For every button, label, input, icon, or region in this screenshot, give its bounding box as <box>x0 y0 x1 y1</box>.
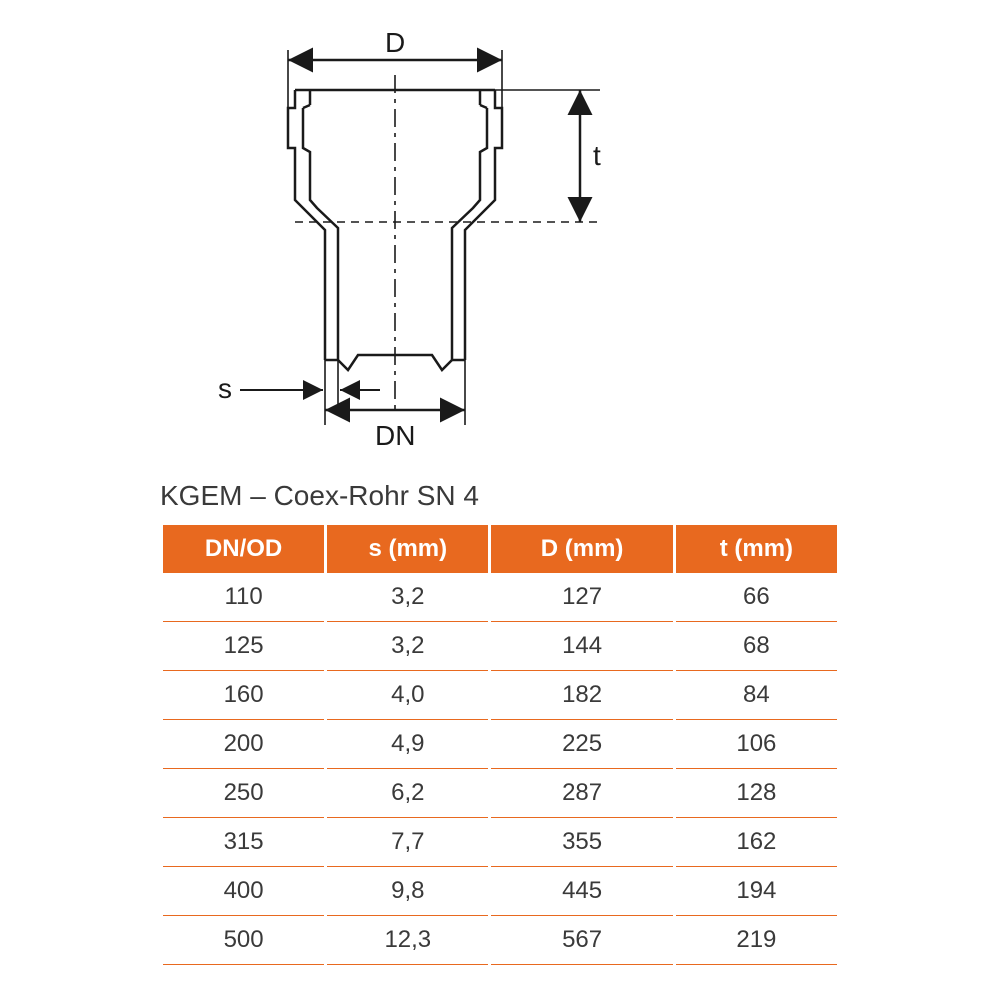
table-cell: 144 <box>491 622 672 671</box>
table-cell: 400 <box>163 867 324 916</box>
dim-label-s: s <box>218 373 232 404</box>
table-body: 1103,2127661253,2144681604,0182842004,92… <box>163 573 837 965</box>
table-cell: 500 <box>163 916 324 965</box>
table-header-cell: t (mm) <box>676 525 837 573</box>
table-cell: 287 <box>491 769 672 818</box>
spec-table: DN/ODs (mm)D (mm)t (mm) 1103,2127661253,… <box>160 525 840 965</box>
table-cell: 110 <box>163 573 324 622</box>
table-cell: 68 <box>676 622 837 671</box>
table-cell: 6,2 <box>327 769 488 818</box>
table-cell: 182 <box>491 671 672 720</box>
table-header-cell: D (mm) <box>491 525 672 573</box>
table-cell: 125 <box>163 622 324 671</box>
table-cell: 12,3 <box>327 916 488 965</box>
table-cell: 4,0 <box>327 671 488 720</box>
table-row: 1604,018284 <box>163 671 837 720</box>
table-cell: 219 <box>676 916 837 965</box>
table-cell: 3,2 <box>327 622 488 671</box>
table-cell: 567 <box>491 916 672 965</box>
table-cell: 84 <box>676 671 837 720</box>
pipe-diagram: D t s DN <box>180 30 700 460</box>
table-cell: 9,8 <box>327 867 488 916</box>
table-header-row: DN/ODs (mm)D (mm)t (mm) <box>163 525 837 573</box>
table-row: 3157,7355162 <box>163 818 837 867</box>
table-cell: 200 <box>163 720 324 769</box>
table-row: 1253,214468 <box>163 622 837 671</box>
table-cell: 162 <box>676 818 837 867</box>
table-cell: 250 <box>163 769 324 818</box>
table-cell: 128 <box>676 769 837 818</box>
dim-label-d: D <box>385 30 405 58</box>
table-row: 4009,8445194 <box>163 867 837 916</box>
table-cell: 315 <box>163 818 324 867</box>
table-row: 2004,9225106 <box>163 720 837 769</box>
table-cell: 445 <box>491 867 672 916</box>
table-header-cell: s (mm) <box>327 525 488 573</box>
table-title: KGEM – Coex-Rohr SN 4 <box>160 480 479 512</box>
table-row: 2506,2287128 <box>163 769 837 818</box>
table-cell: 66 <box>676 573 837 622</box>
table-cell: 4,9 <box>327 720 488 769</box>
table-cell: 160 <box>163 671 324 720</box>
dim-label-t: t <box>593 140 601 171</box>
table-cell: 106 <box>676 720 837 769</box>
table-cell: 7,7 <box>327 818 488 867</box>
table-row: 50012,3567219 <box>163 916 837 965</box>
table-row: 1103,212766 <box>163 573 837 622</box>
table-cell: 355 <box>491 818 672 867</box>
pipe-svg: D t s DN <box>180 30 700 460</box>
table-cell: 194 <box>676 867 837 916</box>
table-cell: 127 <box>491 573 672 622</box>
dim-label-dn: DN <box>375 420 415 451</box>
table-header-cell: DN/OD <box>163 525 324 573</box>
table-cell: 3,2 <box>327 573 488 622</box>
table-cell: 225 <box>491 720 672 769</box>
